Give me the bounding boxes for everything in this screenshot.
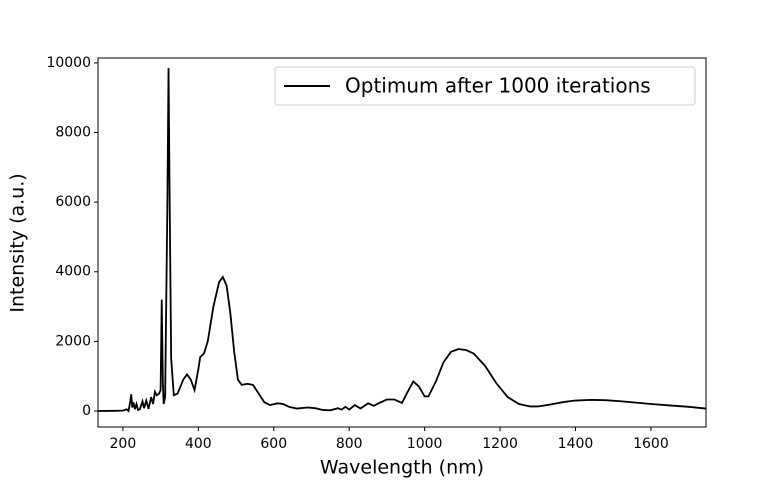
x-axis-label: Wavelength (nm)	[320, 457, 484, 479]
x-tick-label: 200	[110, 436, 137, 452]
x-tick-label: 600	[260, 436, 287, 452]
y-tick-label: 8000	[55, 124, 91, 140]
x-tick-label: 1200	[482, 436, 518, 452]
y-tick-label: 0	[82, 403, 91, 419]
x-tick-label: 400	[185, 436, 212, 452]
x-tick-label: 1600	[633, 436, 669, 452]
y-tick-label: 10000	[46, 55, 91, 71]
x-tick-label: 1400	[558, 436, 594, 452]
y-axis-label: Intensity (a.u.)	[7, 173, 29, 312]
legend-label: Optimum after 1000 iterations	[345, 74, 651, 98]
x-tick-label: 1000	[407, 436, 443, 452]
x-tick-label: 800	[336, 436, 363, 452]
data-line	[97, 68, 707, 413]
y-tick-label: 4000	[55, 264, 91, 280]
y-tick-label: 6000	[55, 194, 91, 210]
legend-box	[274, 66, 696, 106]
y-tick-label: 2000	[55, 333, 91, 349]
plot-frame	[97, 57, 707, 428]
